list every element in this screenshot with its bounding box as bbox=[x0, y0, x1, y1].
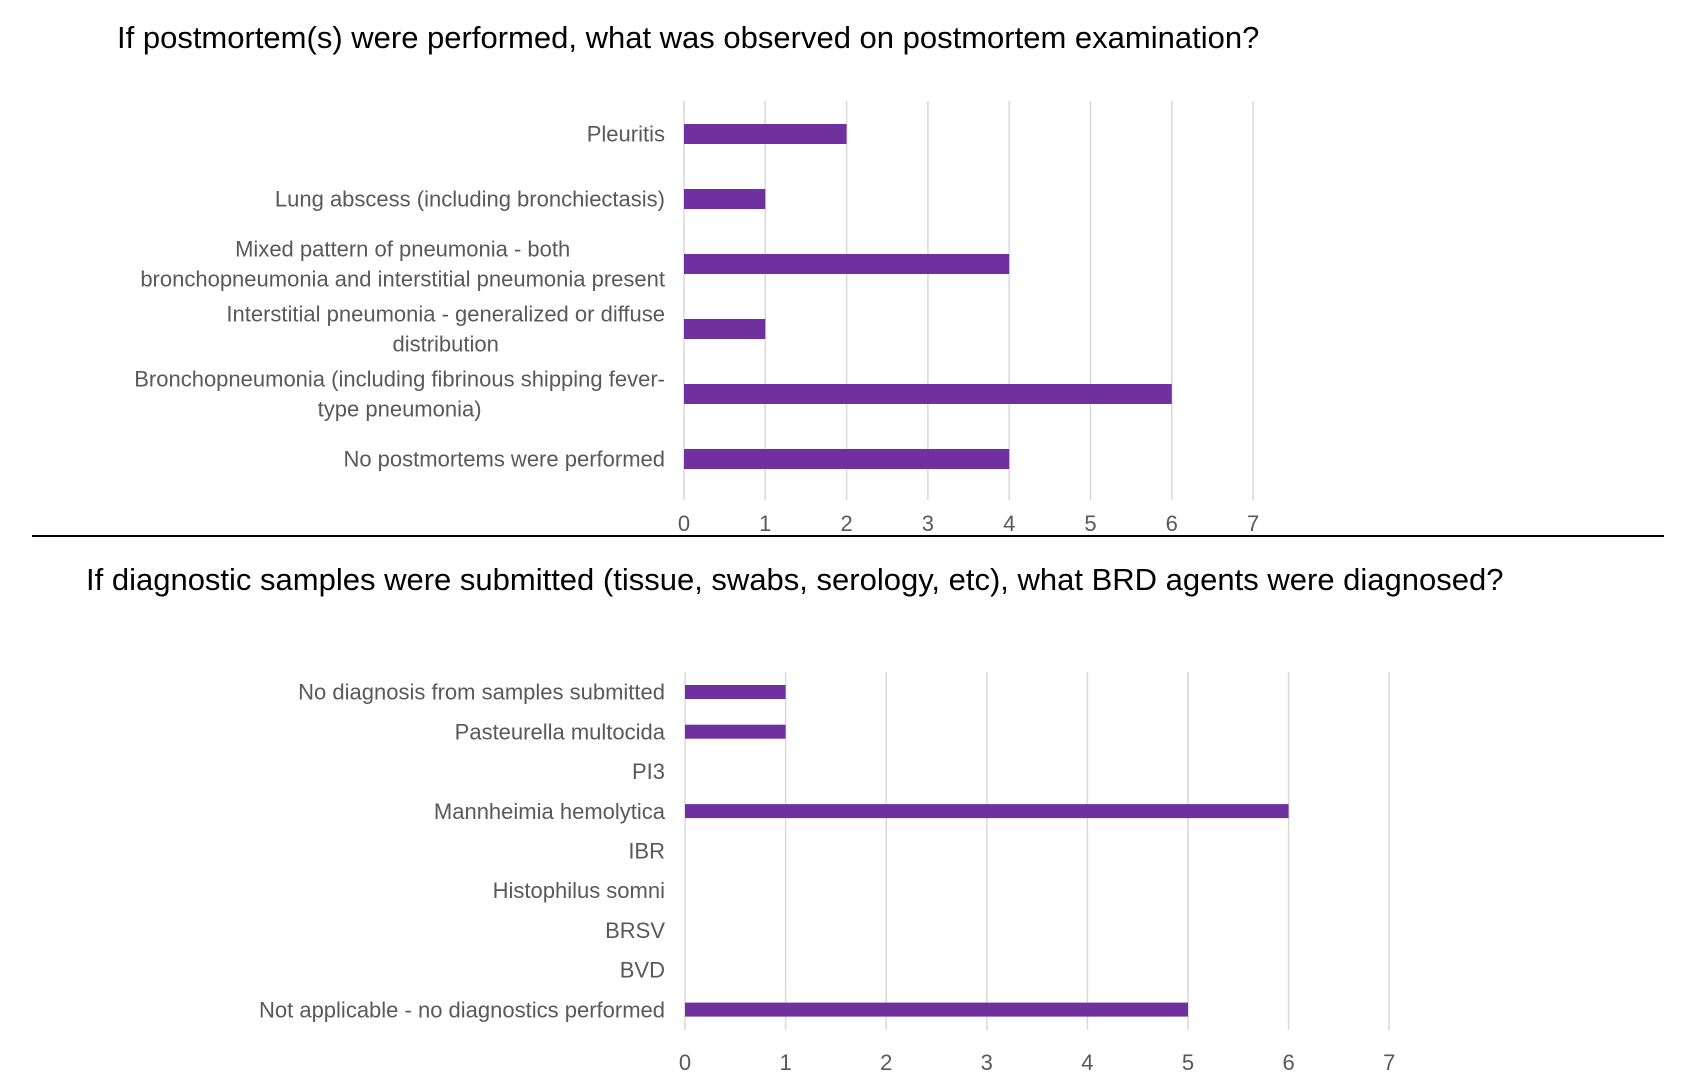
bar bbox=[684, 189, 766, 209]
chart-title-postmortem: If postmortem(s) were performed, what wa… bbox=[117, 20, 1260, 55]
postmortem-findings-chart: 0 1 2 3 4 5 6 7 Pleuritis Lung abscess (including… bbox=[134, 101, 1259, 536]
x-tick-label: 4 bbox=[1081, 1050, 1093, 1075]
chart-title-diagnostics: If diagnostic samples were submitted (ti… bbox=[86, 562, 1504, 597]
category-label: Histophilus somni bbox=[493, 878, 665, 903]
bar bbox=[684, 449, 1010, 469]
category-label: Mannheimia hemolytica bbox=[434, 799, 666, 824]
category-label: Pasteurella multocida bbox=[455, 719, 666, 744]
category-label: Bronchopneumonia (including fibrinous sh… bbox=[134, 367, 665, 422]
x-tick-label: 5 bbox=[1084, 511, 1096, 536]
x-tick-label: 3 bbox=[922, 511, 934, 536]
bar bbox=[685, 724, 786, 739]
bar bbox=[684, 124, 847, 144]
x-tick-label: 7 bbox=[1247, 511, 1259, 536]
x-tick-label: 5 bbox=[1182, 1050, 1194, 1075]
category-label: IBR bbox=[628, 839, 665, 864]
category-label: No postmortems were performed bbox=[343, 447, 665, 472]
bar bbox=[685, 685, 786, 699]
x-tick-label: 2 bbox=[880, 1050, 892, 1075]
x-tick-label: 4 bbox=[1003, 511, 1015, 536]
category-label: Interstitial pneumonia - generalized or … bbox=[226, 302, 665, 357]
category-label: Pleuritis bbox=[587, 122, 665, 147]
category-label: PI3 bbox=[632, 759, 665, 784]
x-tick-label: 6 bbox=[1166, 511, 1178, 536]
category-label: Lung abscess (including bronchiectasis) bbox=[275, 187, 665, 212]
bar bbox=[684, 384, 1172, 404]
section-divider bbox=[32, 535, 1664, 537]
gridlines bbox=[683, 101, 1254, 500]
x-tick-label: 1 bbox=[759, 511, 771, 536]
bar bbox=[685, 1002, 1188, 1017]
gridlines bbox=[684, 672, 1390, 1030]
bar bbox=[684, 254, 1010, 274]
category-label: Mixed pattern of pneumonia - both broncho… bbox=[140, 237, 665, 292]
x-tick-label: 3 bbox=[981, 1050, 993, 1075]
bar bbox=[685, 804, 1289, 819]
x-tick-label: 7 bbox=[1383, 1050, 1395, 1075]
bar bbox=[684, 319, 766, 339]
category-label: BRSV bbox=[605, 918, 665, 943]
x-tick-label: 0 bbox=[678, 511, 690, 536]
category-label: BVD bbox=[620, 958, 665, 983]
x-tick-label: 6 bbox=[1282, 1050, 1294, 1075]
category-label: No diagnosis from samples submitted bbox=[298, 680, 665, 705]
category-label: Not applicable - no diagnostics performe… bbox=[259, 997, 665, 1022]
x-tick-label: 2 bbox=[840, 511, 852, 536]
x-tick-label: 1 bbox=[779, 1050, 791, 1075]
x-tick-label: 0 bbox=[679, 1050, 691, 1075]
